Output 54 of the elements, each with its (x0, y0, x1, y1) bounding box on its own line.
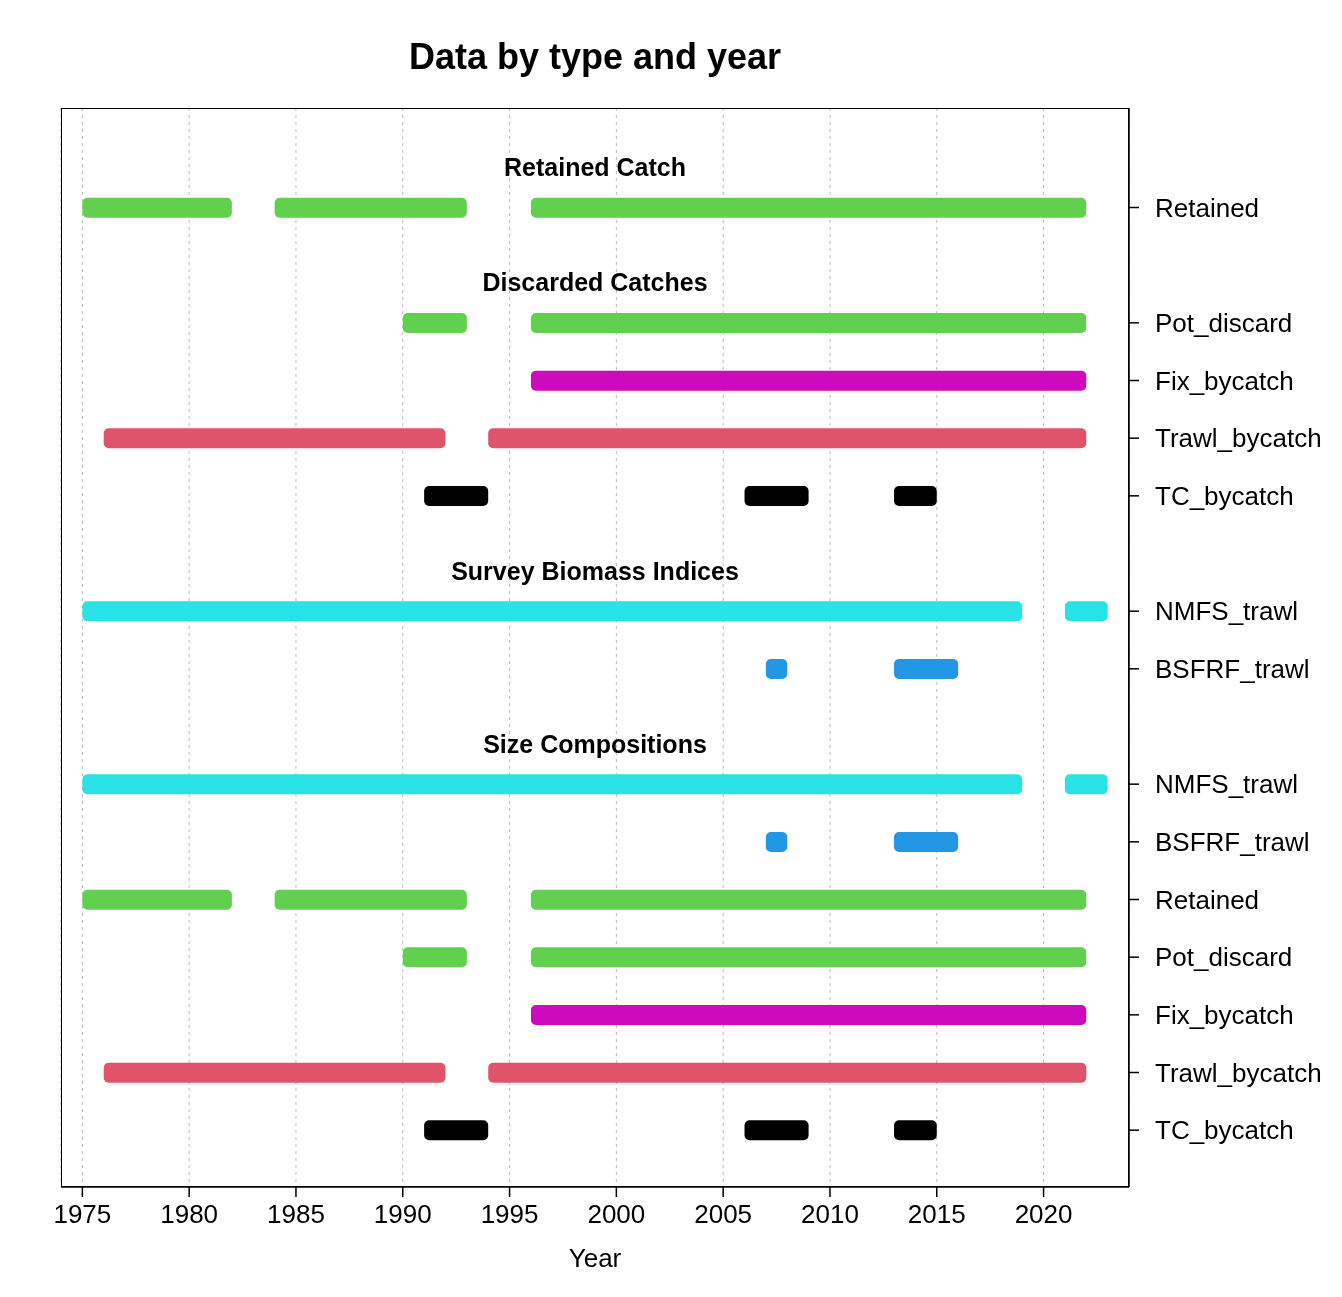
y-tick-label: BSFRF_trawl (1155, 826, 1310, 857)
y-tick-label: TC_bycatch (1155, 480, 1294, 511)
bar (1064, 774, 1108, 795)
y-tick-label: Retained (1155, 884, 1260, 915)
annotation: Discarded Catches (481, 267, 709, 298)
bar (765, 832, 788, 852)
y-tick-label: Retained (1155, 192, 1260, 223)
bar (402, 947, 467, 968)
y-tick-label: Fix_bycatch (1155, 999, 1294, 1030)
y-tick-label: TC_bycatch (1155, 1115, 1294, 1146)
bar (765, 659, 788, 679)
chart-title: Data by type and year (407, 36, 783, 78)
x-tick-label: 2005 (694, 1199, 753, 1230)
bar (1064, 601, 1108, 622)
x-tick-label: 1995 (480, 1199, 539, 1230)
x-tick-label: 1975 (53, 1199, 112, 1230)
bar (894, 659, 959, 679)
bar (274, 197, 467, 218)
bar (530, 1005, 1087, 1025)
y-tick-label: Pot_discard (1155, 307, 1293, 338)
bar (274, 889, 467, 910)
bar (530, 370, 1087, 391)
x-tick-label: 1985 (267, 1199, 325, 1230)
annotation: Size Compositions (482, 728, 708, 759)
x-tick-label: 1990 (373, 1199, 432, 1230)
bar (894, 486, 937, 506)
bar (82, 889, 232, 910)
bar (488, 428, 1087, 449)
bar (894, 1120, 937, 1141)
x-tick-label: 1980 (160, 1199, 219, 1230)
bar (82, 601, 1023, 622)
annotation: Retained Catch (503, 151, 687, 182)
bar (103, 1062, 446, 1083)
bar (82, 774, 1023, 795)
x-tick-label: 2015 (907, 1199, 966, 1230)
x-tick-label: 2010 (801, 1199, 859, 1230)
bar (894, 832, 959, 852)
x-tick-label: 2020 (1014, 1199, 1073, 1230)
y-tick-label: Trawl_bycatch (1155, 1057, 1322, 1088)
bar (530, 313, 1087, 333)
y-tick-label: NMFS_trawl (1155, 596, 1299, 627)
y-tick-label: BSFRF_trawl (1155, 653, 1310, 684)
x-tick-label: 2000 (587, 1199, 646, 1230)
x-axis-title: Year (568, 1243, 622, 1273)
bar (488, 1062, 1087, 1083)
bar (82, 197, 232, 218)
bar (530, 947, 1087, 968)
y-tick-label: Pot_discard (1155, 942, 1293, 973)
y-tick-label: Fix_bycatch (1155, 365, 1294, 396)
y-tick-label: Trawl_bycatch (1155, 423, 1322, 454)
annotation: Survey Biomass Indices (450, 555, 740, 586)
bar (402, 313, 467, 333)
bar (103, 428, 446, 449)
y-tick-label: NMFS_trawl (1155, 769, 1299, 800)
